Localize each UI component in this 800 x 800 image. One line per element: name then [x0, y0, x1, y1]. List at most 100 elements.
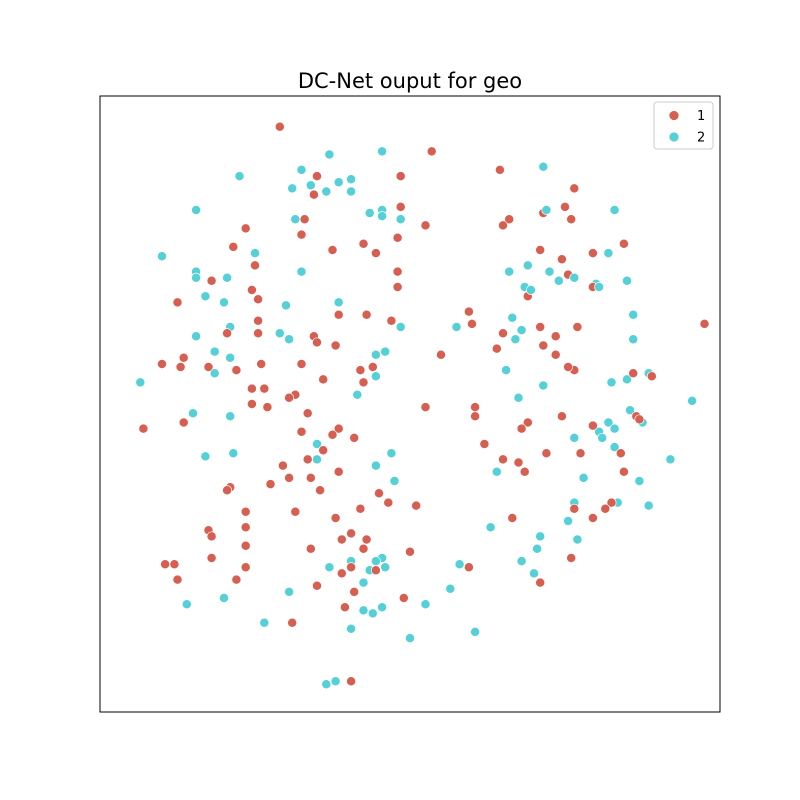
scatter-point-series-2	[569, 432, 580, 443]
scatter-point-series-2	[603, 417, 614, 428]
scatter-point-series-2	[535, 531, 546, 542]
scatter-point-series-1	[206, 531, 217, 542]
scatter-point-series-1	[615, 448, 626, 459]
scatter-point-series-1	[312, 171, 322, 182]
scatter-point-series-2	[181, 599, 192, 610]
scatter-point-series-1	[231, 574, 242, 585]
plot-area-frame	[99, 95, 721, 713]
scatter-point-series-1	[398, 593, 409, 603]
scatter-point-series-1	[560, 201, 570, 212]
scatter-point-series-2	[370, 556, 381, 567]
scatter-point-series-2	[634, 476, 645, 486]
scatter-point-series-1	[240, 506, 251, 517]
scatter-point-series-1	[587, 513, 598, 523]
scatter-point-series-1	[370, 565, 381, 576]
scatter-point-series-1	[392, 282, 403, 292]
scatter-point-series-2	[538, 380, 549, 391]
scatter-point-series-2	[370, 371, 381, 382]
scatter-point-series-2	[451, 322, 462, 332]
scatter-point-series-2	[209, 346, 220, 357]
scatter-point-series-2	[386, 448, 397, 459]
scatter-point-series-2	[603, 248, 614, 259]
scatter-point-series-2	[380, 562, 391, 573]
scatter-point-series-2	[622, 275, 632, 286]
scatter-point-series-1	[172, 297, 183, 308]
scatter-point-series-1	[284, 392, 295, 403]
scatter-point-series-1	[405, 546, 415, 557]
scatter-point-series-1	[556, 254, 567, 265]
scatter-point-series-1	[470, 402, 481, 413]
scatter-point-series-2	[522, 260, 533, 271]
scatter-point-series-1	[296, 229, 307, 240]
scatter-point-series-1	[203, 362, 214, 372]
scatter-point-series-1	[339, 602, 350, 613]
scatter-point-series-2	[225, 352, 236, 363]
scatter-point-series-2	[609, 442, 620, 453]
scatter-point-series-2	[628, 334, 639, 345]
scatter-point-series-2	[274, 328, 285, 339]
scatter-point-series-1	[569, 503, 580, 514]
scatter-point-series-1	[318, 374, 329, 385]
scatter-point-series-2	[377, 602, 388, 613]
scatter-point-series-2	[572, 534, 583, 545]
scatter-point-series-1	[206, 275, 217, 286]
scatter-point-series-1	[259, 383, 270, 394]
scatter-point-series-2	[346, 174, 357, 185]
scatter-point-series-2	[284, 334, 295, 345]
scatter-point-series-1	[370, 248, 381, 259]
scatter-point-series-2	[305, 180, 316, 191]
scatter-point-series-2	[324, 562, 335, 573]
scatter-point-series-1	[318, 445, 329, 456]
scatter-point-series-2	[525, 285, 536, 295]
scatter-point-series-1	[587, 420, 598, 431]
scatter-point-series-1	[274, 121, 285, 132]
scatter-point-series-1	[349, 432, 360, 443]
scatter-point-series-2	[541, 205, 552, 215]
scatter-point-series-1	[606, 497, 617, 508]
scatter-point-series-2	[687, 395, 698, 406]
scatter-point-series-1	[513, 457, 524, 468]
scatter-point-series-2	[358, 577, 369, 588]
scatter-point-series-1	[287, 617, 298, 628]
scatter-point-series-2	[380, 346, 391, 357]
scatter-point-series-1	[262, 402, 273, 413]
scatter-point-series-1	[504, 214, 515, 225]
scatter-point-series-1	[699, 318, 710, 329]
scatter-point-series-2	[529, 568, 539, 579]
scatter-point-series-2	[569, 272, 580, 283]
scatter-point-series-1	[646, 371, 657, 382]
scatter-point-series-1	[420, 220, 431, 231]
scatter-point-series-1	[169, 559, 180, 570]
scatter-point-series-1	[426, 146, 437, 157]
scatter-point-series-2	[209, 368, 220, 379]
scatter-point-series-1	[498, 328, 508, 339]
scatter-point-series-1	[312, 580, 322, 591]
scatter-point-series-1	[463, 306, 474, 317]
scatter-point-series-2	[330, 676, 341, 687]
scatter-point-series-2	[491, 466, 502, 477]
scatter-point-series-2	[532, 543, 543, 554]
scatter-point-series-1	[541, 448, 552, 459]
scatter-point-series-1	[572, 322, 583, 332]
scatter-point-series-1	[333, 309, 344, 320]
scatter-point-series-2	[321, 679, 332, 690]
scatter-point-series-2	[628, 309, 639, 320]
scatter-point-series-2	[312, 454, 322, 465]
scatter-point-series-2	[234, 171, 245, 182]
scatter-point-series-1	[411, 500, 422, 511]
scatter-point-series-1	[178, 352, 189, 363]
legend-label-1: 1	[697, 109, 705, 124]
scatter-point-series-1	[395, 171, 406, 182]
scatter-point-series-1	[566, 214, 577, 225]
scatter-point-series-2	[191, 331, 202, 342]
scatter-point-series-1	[569, 183, 580, 194]
scatter-point-series-1	[246, 399, 257, 409]
scatter-point-series-1	[507, 513, 518, 523]
scatter-point-series-1	[246, 285, 257, 295]
scatter-point-series-1	[535, 577, 546, 588]
scatter-point-series-1	[333, 466, 344, 477]
scatter-point-series-1	[498, 454, 508, 465]
scatter-point-series-1	[305, 543, 316, 554]
scatter-point-series-2	[188, 408, 198, 419]
scatter-point-series-2	[609, 423, 620, 434]
